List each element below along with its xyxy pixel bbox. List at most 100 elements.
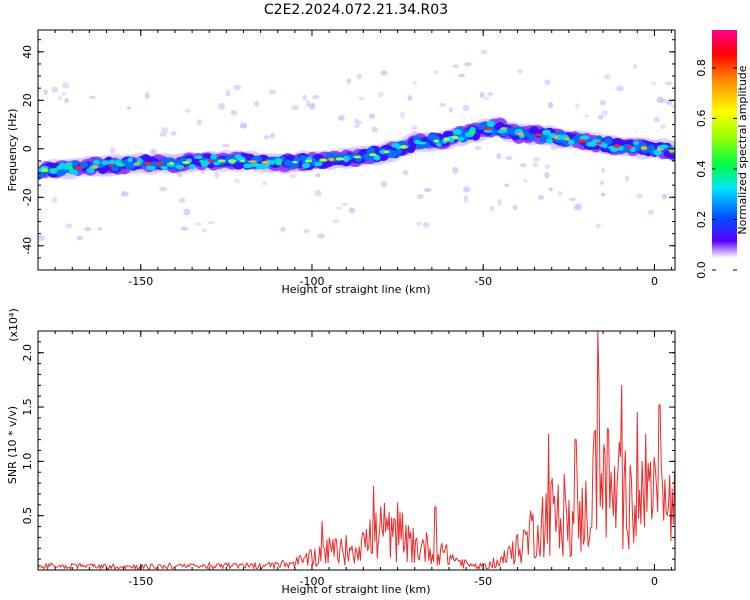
spectrogram-speck — [230, 110, 237, 116]
spectrogram-speck — [305, 100, 311, 107]
spectrogram-x-axis-title: Height of straight line (km) — [281, 283, 430, 296]
spectrogram-speck — [599, 180, 605, 186]
spectrogram-x-tick-label: -100 — [299, 275, 324, 288]
spectrogram-speck — [183, 208, 191, 216]
spectrogram-peak-cell — [534, 133, 543, 137]
snr-panel: -150 -100 -50 0 0.5 1.0 1.5 2.0 Height of strai… — [6, 308, 676, 596]
spectrogram-cell — [546, 138, 554, 144]
spectrogram-speck — [354, 118, 359, 123]
spectrogram-speck — [452, 166, 459, 174]
spectrogram-speck — [51, 196, 58, 204]
spectrogram-peak-cell — [451, 135, 459, 140]
spectrogram-speck — [402, 170, 409, 176]
spectrogram-speck — [222, 143, 230, 148]
spectrogram-cell — [262, 162, 271, 169]
spectrogram-speck — [400, 111, 405, 119]
spectrogram-speck — [218, 102, 225, 110]
spectrogram-speck — [309, 102, 316, 110]
spectrogram-peak-cell — [108, 163, 115, 167]
spectrogram-speck — [474, 145, 482, 150]
spectrogram-speck — [448, 106, 454, 113]
spectrogram-speck — [195, 222, 202, 226]
spectrogram-cell — [653, 149, 662, 156]
spectrogram-speck — [289, 173, 297, 179]
spectrogram-speck — [76, 235, 83, 241]
spectrogram-speck — [291, 105, 300, 111]
spectrogram-peak-cell — [626, 145, 633, 149]
snr-x-tick-label: -50 — [474, 575, 492, 588]
spectrogram-x-tick-label: 0 — [651, 275, 658, 288]
spectrogram-peak-cell — [41, 168, 49, 173]
spectrogram-cell — [109, 159, 115, 165]
spectrogram-cell — [456, 136, 465, 141]
spectrogram-speck — [358, 96, 365, 101]
spectrogram-speck — [43, 89, 48, 95]
spectrogram-cell — [567, 139, 575, 145]
spectrogram-speck — [519, 163, 527, 167]
spectrogram-cell — [395, 145, 402, 150]
spectrogram-speck — [225, 89, 231, 97]
spectrogram-peak-cell — [292, 160, 298, 164]
colorbar: 0.0 0.2 0.4 0.6 0.8 Normalized spectral ampl… — [695, 30, 749, 279]
spectrogram-cell — [483, 129, 493, 133]
spectrogram-ticks: -150 -100 -50 0 -40 -20 0 20 40 — [21, 30, 675, 288]
chart-title: C2E2.2024.072.21.34.R03 — [264, 2, 448, 18]
spectrogram-speck — [599, 99, 606, 106]
spectrogram-cell — [92, 159, 101, 165]
spectrogram-cell — [101, 160, 111, 165]
spectrogram-speck — [650, 81, 657, 86]
spectrogram-speck — [51, 86, 59, 93]
spectrogram-peak-cell — [217, 159, 226, 163]
spectrogram-speck — [537, 195, 545, 200]
spectrogram-peak-cell — [49, 168, 59, 171]
spectrogram-speck — [348, 207, 356, 214]
spectrogram-peak-cell — [319, 158, 328, 162]
spectrogram-speck — [666, 99, 673, 106]
spectrogram-speck — [268, 89, 277, 95]
spectrogram-peak-cell — [91, 165, 99, 169]
spectrogram-cell — [603, 137, 613, 145]
spectrogram-speck — [312, 95, 320, 100]
spectrogram-x-tick-label: -150 — [128, 275, 153, 288]
spectrogram-cell — [127, 157, 134, 163]
spectrogram-speck — [597, 115, 604, 120]
spectrogram-speck — [381, 180, 387, 187]
spectrogram-cell — [632, 140, 640, 146]
spectrogram-speck — [416, 221, 422, 226]
spectrogram-speck — [126, 106, 132, 110]
spectrogram-speck — [479, 92, 485, 99]
spectrogram-peak-cell — [143, 161, 153, 165]
spectrogram-speck — [463, 186, 471, 193]
spectrogram-speck — [544, 171, 550, 179]
spectrogram-peak-cell — [564, 137, 570, 141]
spectrogram-speck — [575, 203, 582, 211]
spectrogram-peak-cell — [207, 159, 214, 163]
spectrogram-speck — [317, 233, 325, 239]
spectrogram-cell — [255, 163, 265, 170]
spectrogram-peak-cell — [155, 162, 165, 165]
spectrogram-speck — [601, 109, 609, 117]
spectrogram-speck — [109, 147, 116, 154]
spectrogram-speck — [584, 114, 590, 118]
spectrogram-cell — [64, 162, 73, 168]
spectrogram-peak-cell — [328, 157, 335, 162]
spectrogram-speck — [636, 193, 643, 199]
spectrogram-speck — [337, 115, 345, 121]
snr-y-tick-label: 2.0 — [21, 344, 34, 362]
spectrogram-speck — [659, 98, 667, 104]
colorbar-tick-label: 0.0 — [695, 261, 708, 279]
spectrogram-speck — [624, 175, 630, 182]
snr-series-line — [38, 331, 675, 570]
colorbar-ticks: 0.0 0.2 0.4 0.6 0.8 — [695, 59, 737, 279]
spectrogram-speck — [647, 209, 655, 216]
spectrogram-speck — [65, 223, 73, 229]
spectrogram-speck — [371, 126, 378, 133]
snr-y-axis-title: SNR (10 * v/v) — [6, 406, 19, 484]
spectrogram-peak-cell — [275, 161, 282, 166]
snr-plot-area — [38, 331, 675, 570]
spectrogram-speck — [269, 132, 275, 139]
spectrogram-peak-cell — [417, 141, 427, 145]
spectrogram-peak-cell — [553, 135, 559, 139]
colorbar-tick-label: 0.6 — [695, 110, 708, 128]
spectrogram-speck — [532, 157, 541, 162]
